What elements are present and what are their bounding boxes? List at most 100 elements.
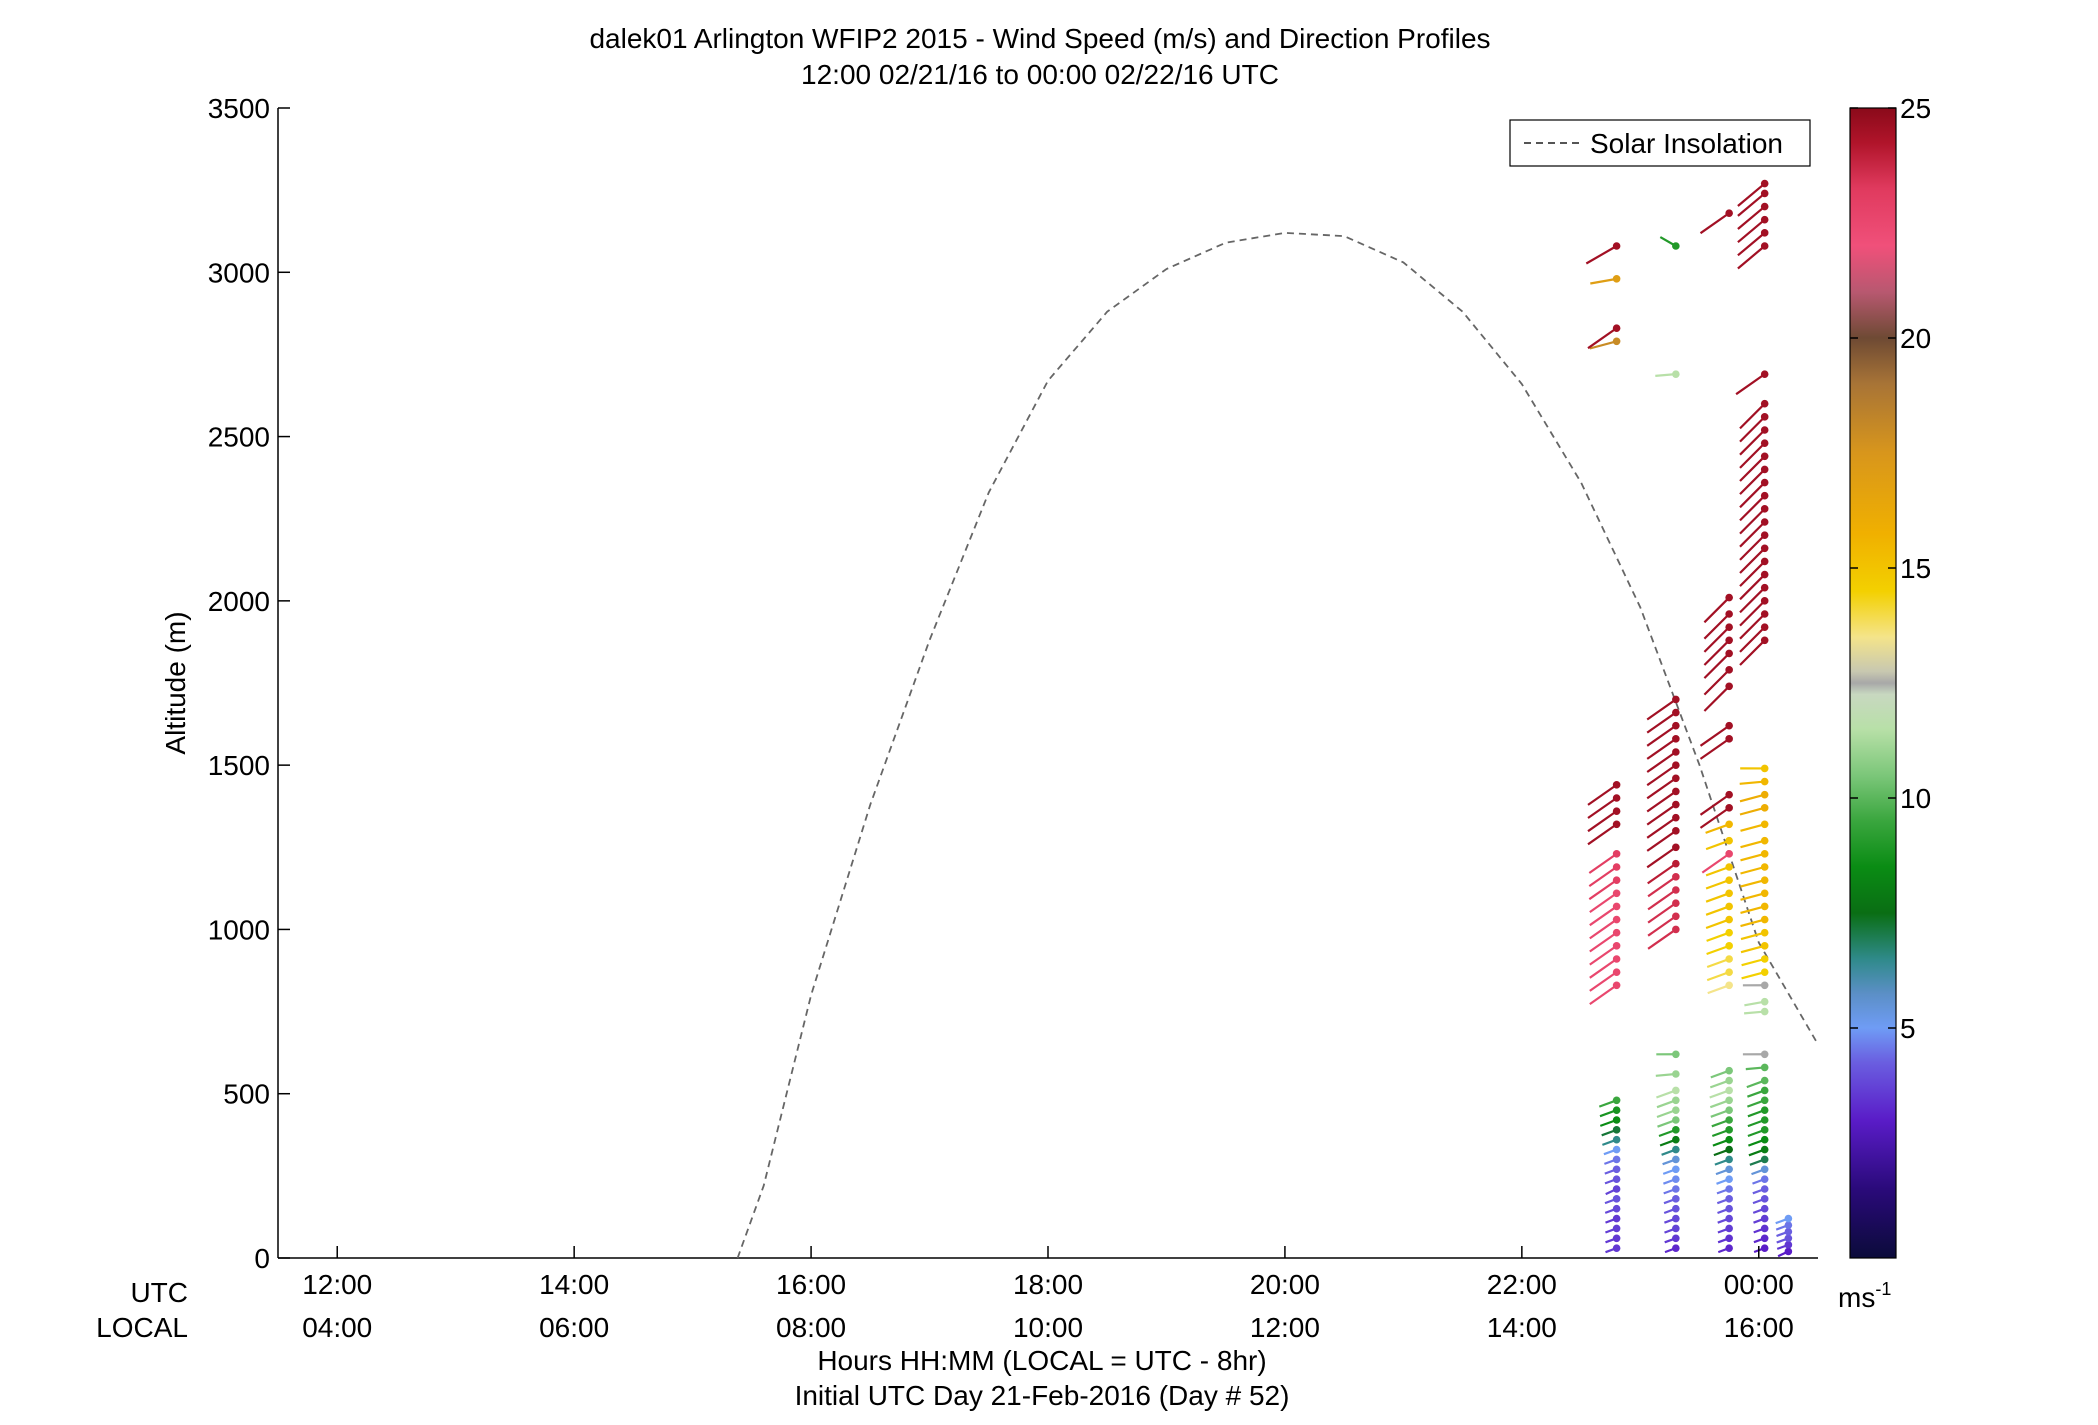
wind-barb-point: [1672, 1185, 1680, 1193]
wind-barb: [1658, 1126, 1680, 1138]
wind-barb-point: [1760, 1076, 1769, 1085]
wind-barb-stem: [1703, 652, 1730, 679]
wind-barb-point: [1725, 876, 1733, 884]
wind-barb-point: [1612, 1224, 1621, 1233]
wind-barb: [1589, 955, 1621, 979]
wind-barb: [1590, 275, 1621, 285]
wind-barb-stem: [1739, 481, 1766, 509]
wind-barb-point: [1725, 902, 1733, 911]
wind-barb: [1589, 915, 1621, 940]
wind-barb-stem: [1646, 737, 1677, 760]
wind-barb: [1775, 1221, 1793, 1231]
wind-barb-point: [1760, 229, 1769, 237]
wind-barb-point: [1760, 764, 1769, 773]
wind-barb-point: [1725, 968, 1733, 976]
wind-barb: [1740, 850, 1769, 862]
wind-barb-stem: [1740, 905, 1765, 914]
wind-barb: [1740, 915, 1769, 928]
wind-barb-stem: [1706, 944, 1730, 956]
wind-barb-point: [1612, 1234, 1621, 1243]
wind-barb: [1663, 1204, 1680, 1215]
wind-barb: [1589, 902, 1621, 927]
wind-barb-point: [1612, 781, 1621, 789]
wind-barb: [1740, 902, 1769, 914]
wind-barb-point: [1760, 1126, 1769, 1134]
wind-barb-point: [1725, 1106, 1733, 1114]
y-tick-label: 1000: [208, 914, 270, 945]
wind-barb-point: [1725, 1185, 1733, 1193]
x-tick-label-utc: 22:00: [1487, 1269, 1557, 1300]
wind-barb: [1664, 1214, 1680, 1224]
wind-barb-point: [1672, 1224, 1680, 1233]
wind-barb: [1747, 1116, 1769, 1128]
wind-barb-stem: [1739, 468, 1766, 495]
wind-barb-point: [1760, 179, 1769, 188]
wind-barb-point: [1725, 636, 1733, 645]
wind-barb-point: [1672, 761, 1680, 769]
y-tick-label: 500: [223, 1079, 270, 1110]
x-tick-label-local: 06:00: [539, 1312, 609, 1343]
wind-barb: [1659, 236, 1680, 250]
wind-barb-point: [1612, 1096, 1621, 1105]
wind-barb: [1737, 202, 1769, 230]
solar-insolation-line: [736, 231, 1819, 1259]
wind-barb-point: [1672, 1234, 1680, 1243]
wind-barb: [1705, 863, 1733, 877]
wind-barb: [1605, 1185, 1621, 1196]
wind-barb-point: [1725, 209, 1733, 217]
wind-barb-point: [1725, 1155, 1733, 1164]
wind-barb-point: [1760, 189, 1769, 198]
wind-barb: [1647, 899, 1680, 924]
wind-barb-point: [1612, 928, 1621, 937]
wind-barb: [1646, 695, 1680, 721]
wind-barb: [1747, 1106, 1769, 1118]
wind-barb: [1740, 942, 1769, 954]
wind-barb: [1587, 794, 1621, 819]
wind-barb-point: [1612, 1155, 1621, 1164]
wind-barb: [1716, 1185, 1733, 1195]
wind-barb-stem: [1739, 521, 1766, 548]
wind-barb-stem: [1706, 971, 1730, 982]
wind-barb: [1588, 863, 1621, 888]
wind-barb: [1646, 800, 1680, 826]
wind-barb: [1604, 1155, 1621, 1165]
wind-barb-stem: [1647, 902, 1677, 924]
wind-barb: [1715, 1165, 1733, 1176]
colorbar-tick-label: 15: [1900, 553, 1931, 584]
wind-barb-stem: [1589, 918, 1618, 940]
wind-barb-point: [1672, 1145, 1680, 1154]
wind-barb: [1737, 179, 1769, 207]
wind-barb: [1705, 876, 1733, 890]
wind-barb-point: [1725, 623, 1733, 631]
wind-barb: [1753, 1234, 1769, 1244]
wind-barb-point: [1760, 777, 1769, 786]
wind-barb: [1705, 889, 1733, 903]
wind-barb-stem: [1646, 803, 1677, 826]
x-tick-label-local: 10:00: [1013, 1312, 1083, 1343]
wind-barb-point: [1725, 850, 1733, 858]
wind-barb-point: [1760, 1165, 1769, 1174]
wind-barb: [1744, 997, 1769, 1007]
wind-barb-stem: [1740, 865, 1765, 875]
wind-barb-stem: [1737, 245, 1766, 270]
wind-barb-point: [1725, 735, 1733, 743]
wind-barb-point: [1725, 1204, 1733, 1213]
wind-barb-stem: [1740, 944, 1765, 954]
wind-barb-stem: [1646, 790, 1677, 813]
wind-barb: [1776, 1234, 1793, 1244]
wind-barb-stem: [1739, 547, 1766, 574]
wind-barb: [1699, 209, 1733, 235]
wind-barb-point: [1760, 636, 1769, 645]
chart-title: dalek01 Arlington WFIP2 2015 - Wind Spee…: [589, 23, 1490, 54]
x-axis-label: Hours HH:MM (LOCAL = UTC - 8hr): [817, 1345, 1266, 1376]
wind-barb-point: [1672, 1155, 1680, 1164]
wind-barb: [1656, 1096, 1680, 1109]
wind-barb: [1604, 1165, 1621, 1175]
wind-barb-point: [1672, 721, 1680, 730]
wind-barb-point: [1612, 1145, 1621, 1154]
wind-barb-stem: [1739, 586, 1766, 614]
colorbar: 5 10 15 20 25 ms-1: [1838, 93, 1931, 1313]
wind-barb: [1739, 426, 1769, 456]
wind-barb: [1585, 242, 1621, 265]
wind-barb: [1739, 518, 1769, 548]
